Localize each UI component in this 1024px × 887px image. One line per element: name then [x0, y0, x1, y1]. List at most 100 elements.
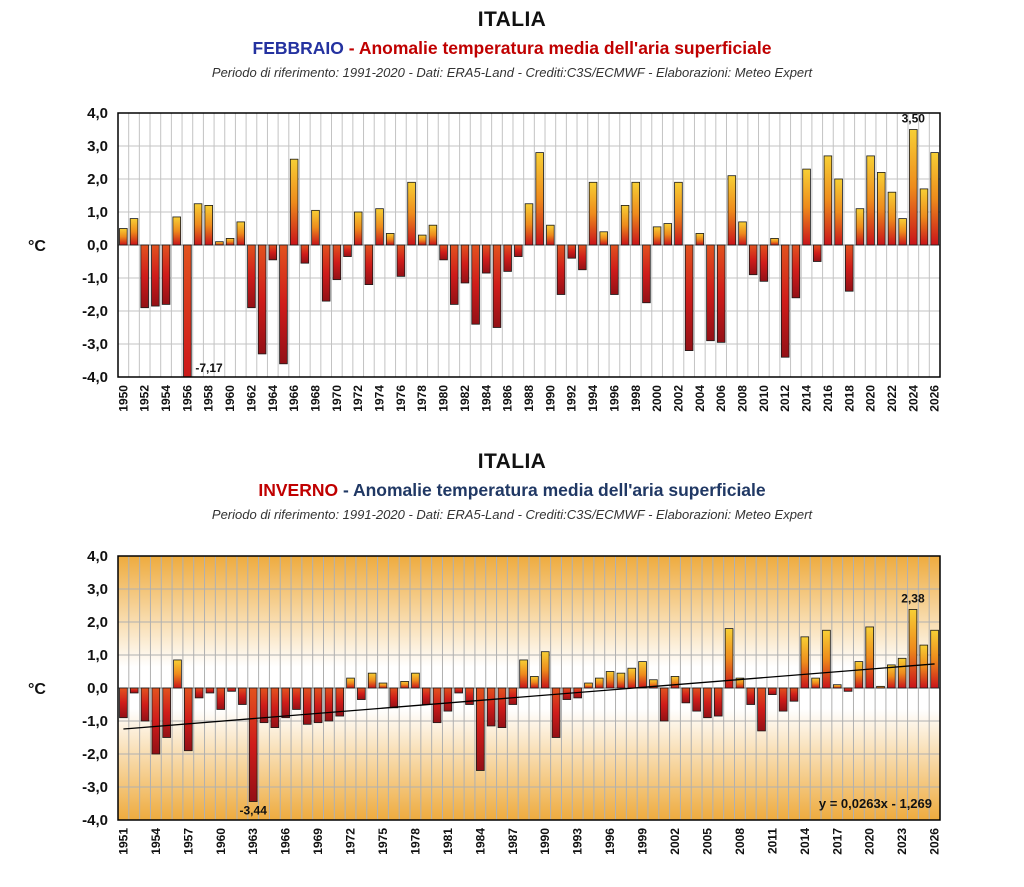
subtitle-season: INVERNO — [258, 480, 339, 500]
bar — [432, 687, 442, 724]
bar — [800, 636, 810, 689]
x-tick-label: 1960 — [223, 385, 237, 412]
x-tick-label: 1976 — [394, 385, 408, 412]
bar — [151, 687, 161, 755]
bar — [822, 629, 831, 689]
bar — [791, 244, 801, 299]
bar — [866, 155, 875, 246]
x-tick-label: 2004 — [693, 385, 707, 412]
x-tick-label: 2012 — [778, 385, 792, 412]
x-tick-label: 1972 — [351, 385, 365, 412]
bar — [919, 644, 929, 689]
x-tick-label: 1999 — [636, 828, 650, 855]
bar — [780, 244, 790, 358]
bar — [335, 687, 345, 717]
bar — [887, 191, 897, 246]
x-tick-label: 2026 — [928, 828, 942, 855]
bar — [738, 221, 747, 246]
febbraio-header: ITALIA FEBBRAIO - Anomalie temperatura m… — [0, 6, 1024, 84]
x-tick-label: 2020 — [864, 385, 878, 412]
bar — [332, 244, 342, 281]
bar — [151, 244, 160, 307]
bar — [183, 244, 192, 377]
x-tick-label: 1998 — [629, 385, 643, 412]
x-tick-label: 1990 — [538, 828, 552, 855]
bar — [845, 244, 854, 292]
credits-line: Periodo di riferimento: 1991-2020 - Dati… — [211, 65, 813, 80]
febbraio-plot-svg: -4,0 -3,0 -2,0 -1,0 0,0 1,0 2,0 3,0 4,0 °C 1950 195… — [28, 105, 942, 412]
bar — [748, 244, 758, 276]
y-tick-label: 0,0 — [87, 680, 108, 697]
x-tick-label: 2000 — [650, 385, 664, 412]
y-tick-label: -3,0 — [82, 779, 108, 796]
x-tick-label: 2008 — [733, 828, 747, 855]
bar — [584, 682, 593, 689]
bar — [227, 687, 236, 692]
bar — [652, 226, 662, 246]
x-tick-label: 2022 — [885, 385, 899, 412]
bar — [908, 609, 918, 689]
x-tick-label: 1986 — [501, 385, 515, 412]
bars — [119, 609, 939, 802]
bar — [746, 687, 756, 705]
subtitle-month: FEBBRAIO — [252, 38, 344, 58]
bar — [684, 244, 694, 351]
bar — [930, 152, 939, 246]
subtitle-text: Anomalie temperatura media dell'aria sup… — [358, 38, 772, 58]
plot-border — [117, 112, 941, 378]
bar — [599, 231, 608, 246]
x-tick-label: 2014 — [798, 828, 812, 855]
bar — [727, 175, 737, 246]
x-tick-label: 2024 — [906, 385, 920, 412]
bar — [919, 188, 929, 246]
x-tick-label: 1978 — [408, 828, 422, 855]
bar — [519, 659, 528, 689]
bar — [140, 244, 149, 309]
y-tick-label: -1,0 — [82, 270, 108, 287]
y-tick-label: -4,0 — [82, 812, 108, 829]
x-tick-label: 1984 — [479, 385, 493, 412]
bar — [778, 687, 788, 712]
bar — [302, 687, 312, 725]
bar — [876, 685, 885, 689]
bar — [659, 687, 669, 722]
bar — [692, 687, 701, 712]
bar — [162, 687, 171, 738]
bar — [595, 677, 604, 689]
bar — [346, 677, 355, 689]
x-tick-label: 2023 — [895, 828, 909, 855]
bar — [540, 651, 550, 689]
bar — [476, 687, 485, 771]
bar — [343, 244, 352, 257]
x-tick-label: 1958 — [202, 385, 216, 412]
x-tick-label: 1975 — [376, 828, 390, 855]
bars — [119, 129, 939, 377]
x-tick-label: 1982 — [458, 385, 472, 412]
x-tick-label: 1984 — [473, 828, 487, 855]
bar — [389, 687, 399, 709]
x-tick-label: 1994 — [586, 385, 600, 412]
bar — [385, 233, 395, 246]
x-tick-label: 2006 — [714, 385, 728, 412]
bar — [716, 244, 726, 343]
bar — [811, 677, 820, 689]
bar — [854, 661, 864, 689]
bar — [418, 234, 427, 246]
bar — [834, 178, 843, 246]
bar — [421, 687, 431, 705]
x-tick-label: 2026 — [928, 385, 942, 412]
annotation: -3,44 — [240, 804, 268, 818]
chart-subtitle: INVERNO - Anomalie temperatura media del… — [0, 476, 1024, 504]
bar — [454, 687, 463, 694]
bar — [649, 679, 658, 689]
credits-line: Periodo di riferimento: 1991-2020 - Dati… — [211, 507, 813, 522]
bar — [812, 244, 822, 262]
bar — [789, 687, 799, 702]
x-tick-label: 1980 — [437, 385, 451, 412]
bar — [674, 181, 683, 246]
bar — [367, 672, 377, 689]
bar — [247, 244, 256, 309]
bar — [620, 205, 630, 246]
bar — [268, 244, 278, 261]
